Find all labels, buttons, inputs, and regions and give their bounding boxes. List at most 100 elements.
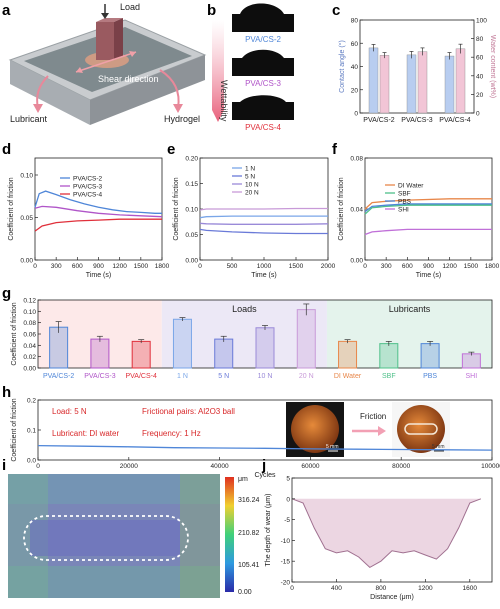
ytick-label-j: -10 xyxy=(281,538,291,545)
legend-label-f: PBS xyxy=(398,199,412,206)
ytick-label-c: 80 xyxy=(351,18,359,25)
xtick-label-e: 1500 xyxy=(289,263,304,270)
x-axis-title-e: Time (s) xyxy=(251,272,276,279)
xtick-label-h: 0 xyxy=(36,463,40,470)
info-frictional-pairs: Frictional pairs: Al2O3 ball xyxy=(142,407,235,416)
wettability-label: Wettability xyxy=(219,80,229,122)
series-line-e xyxy=(199,222,329,225)
category-label-g: SBF xyxy=(382,373,396,380)
droplet-label-3: PVA/CS-4 xyxy=(245,123,281,132)
ytick-label-h: 0.1 xyxy=(27,428,36,435)
category-label-g: PVA/CS-4 xyxy=(125,373,156,380)
series-line-e xyxy=(199,228,328,235)
series-line-d xyxy=(34,218,162,232)
legend-label-d: PVA/CS-2 xyxy=(73,176,103,183)
y-axis-title-f: Coefficient of friction xyxy=(338,177,345,240)
series-line-f xyxy=(364,203,492,213)
bar-g xyxy=(172,318,192,369)
scale-label-before: 5 mm xyxy=(326,444,339,450)
ytick-label-c: 0 xyxy=(354,111,358,118)
plot-frame-j xyxy=(291,477,493,583)
ytick-label-j: -15 xyxy=(281,559,291,566)
xtick-label-f: 1500 xyxy=(464,263,479,270)
series-line-e xyxy=(199,207,328,211)
ytick-label-e: 0.05 xyxy=(185,232,198,239)
ytick-right-label-c: 0 xyxy=(476,111,480,118)
category-label-g: PVA/CS-2 xyxy=(43,373,74,380)
friction-label: Friction xyxy=(360,412,386,421)
panel-label-g: g xyxy=(2,285,11,302)
photo-before-disk xyxy=(291,405,339,453)
xtick-label-e: 1000 xyxy=(257,263,272,270)
y-axis-title-g: Coefficient of friction xyxy=(11,302,18,365)
shear-label: Shear direction xyxy=(98,74,159,84)
category-label-g: 5 N xyxy=(218,373,229,380)
ytick-label-d: 0.05 xyxy=(20,215,33,222)
ytick-label-e: 0.20 xyxy=(185,156,198,163)
xtick-label-d: 1800 xyxy=(155,263,170,270)
friction-arrow-head xyxy=(378,426,386,436)
info-lubricant: Lubricant: DI water xyxy=(52,429,119,438)
ytick-label-g: 0.02 xyxy=(23,354,36,361)
y-axis-title-right-c: Water content (wt%) xyxy=(489,35,496,98)
legend-label-e: 5 N xyxy=(245,174,255,181)
load-block-side xyxy=(114,18,123,60)
xtick-label-j: 1200 xyxy=(418,585,433,592)
legend-label-f: DI Water xyxy=(398,183,424,190)
xtick-label-j: 800 xyxy=(375,585,386,592)
xtick-label-f: 1200 xyxy=(442,263,457,270)
bar-g xyxy=(90,338,110,369)
category-label-g: PVA/CS-3 xyxy=(84,373,115,380)
xtick-label-h: 100000 xyxy=(481,463,500,470)
panel-label-h: h xyxy=(2,384,11,401)
legend-label-f: SHI xyxy=(398,207,409,214)
colorbar-tick-1: 316.24 xyxy=(238,497,260,504)
info-load: Load: 5 N xyxy=(52,407,87,416)
droplet-3 xyxy=(232,95,294,120)
xtick-label-h: 60000 xyxy=(301,463,319,470)
x-axis-title-j: Distance (μm) xyxy=(370,594,414,601)
y-axis-title-e: Coefficient of friction xyxy=(173,177,180,240)
ytick-label-g: 0.10 xyxy=(23,309,36,316)
xtick-label-d: 0 xyxy=(33,263,37,270)
bar-g xyxy=(461,353,481,369)
bar-c xyxy=(379,55,390,114)
x-axis-title-h: Cycles xyxy=(254,472,276,479)
ytick-label-h: 0.0 xyxy=(27,458,36,465)
y-axis-title-j: The depth of wear (μm) xyxy=(265,494,272,567)
ytick-label-j: -20 xyxy=(281,580,291,587)
x-axis-title-f: Time (s) xyxy=(416,272,441,279)
category-label-g: DI Water xyxy=(334,373,362,380)
droplet-label-1: PVA/CS-2 xyxy=(245,35,281,44)
bar-g xyxy=(131,340,151,369)
plot-frame-d xyxy=(34,157,163,261)
ytick-label-e: 0.00 xyxy=(185,258,198,265)
droplet-label-2: PVA/CS-3 xyxy=(245,79,281,88)
lubricant-arrow-head xyxy=(33,104,43,113)
xtick-label-e: 500 xyxy=(227,263,238,270)
xtick-label-e: 0 xyxy=(198,263,202,270)
bar-g xyxy=(214,338,234,369)
ytick-label-e: 0.10 xyxy=(185,207,198,214)
tray-left-wall xyxy=(10,60,90,125)
y-axis-title-h: Coefficient of friction xyxy=(11,398,18,461)
group-background-samples xyxy=(38,300,162,368)
xtick-label-f: 1800 xyxy=(485,263,500,270)
ytick-label-e: 0.15 xyxy=(185,181,198,188)
xtick-label-h: 40000 xyxy=(211,463,229,470)
ytick-label-g: 0.08 xyxy=(23,320,36,327)
wear-area-j xyxy=(292,498,481,568)
ytick-right-label-c: 100 xyxy=(476,18,487,25)
hydrogel-label: Hydrogel xyxy=(164,114,200,124)
wettability-arrow xyxy=(212,20,224,122)
legend-label-f: SBF xyxy=(398,191,411,198)
legend-label-d: PVA/CS-4 xyxy=(73,192,103,199)
ytick-label-j: 0 xyxy=(286,496,290,503)
panel-label-i: i xyxy=(2,457,6,474)
xtick-label-f: 600 xyxy=(402,263,413,270)
series-line-f xyxy=(364,204,492,215)
panel-label-d: d xyxy=(2,141,11,158)
panel-label-j: j xyxy=(261,457,266,474)
photo-after-disk xyxy=(397,405,445,453)
